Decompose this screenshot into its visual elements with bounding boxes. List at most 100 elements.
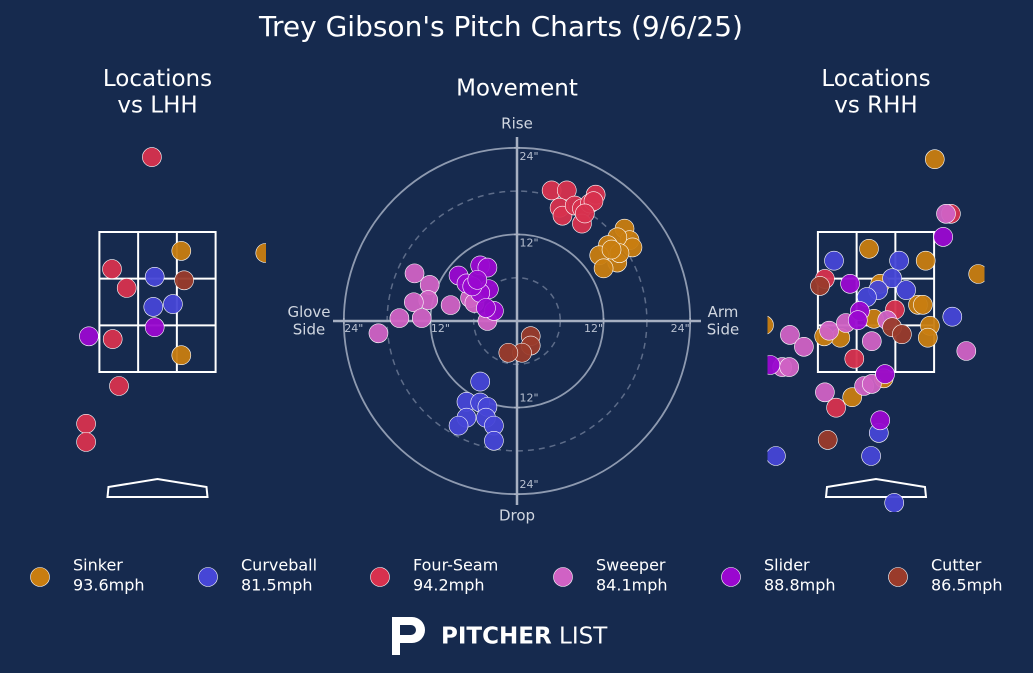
pitch-point: [448, 415, 469, 436]
panel-title: Locations vs LHH: [103, 66, 212, 118]
legend-swatch: [721, 567, 741, 587]
pitch-point: [815, 382, 835, 403]
pitch-point: [102, 259, 122, 279]
legend-speed: 86.5mph: [931, 576, 1003, 595]
pitch-point: [142, 147, 162, 167]
points: [368, 180, 643, 451]
legend-name: Sweeper: [596, 556, 666, 575]
legend-speed: 84.1mph: [596, 576, 668, 595]
pitch-point: [913, 294, 933, 315]
legend-swatch: [370, 567, 390, 587]
pitch-point: [794, 336, 814, 357]
pitch-point: [593, 258, 614, 279]
pitch-point: [144, 317, 165, 338]
pitch-point: [780, 325, 800, 345]
x-tick-label: 12": [584, 322, 603, 335]
pitch-point: [892, 324, 912, 345]
pitch-point: [889, 250, 909, 271]
legend-speed: 81.5mph: [241, 576, 313, 595]
legend-name: Slider: [764, 556, 810, 575]
pitch-point: [411, 308, 432, 328]
pitch-point: [368, 323, 389, 344]
legend-name: Sinker: [73, 556, 123, 575]
points: [76, 147, 266, 452]
legend-speed: 94.2mph: [413, 576, 485, 595]
logo: [392, 617, 425, 655]
pitch-point: [917, 327, 938, 348]
panel-title: Movement: [456, 76, 578, 102]
y-tick-label: 12": [519, 236, 538, 249]
pitch-point: [404, 263, 425, 284]
pitch-point: [484, 430, 504, 451]
pitch-point: [498, 342, 519, 363]
legend-speed: 93.6mph: [73, 576, 145, 595]
axis-label: Rise: [501, 115, 533, 133]
pitch-point: [767, 446, 786, 466]
pitch-point: [102, 329, 123, 349]
pitch-point: [875, 364, 895, 384]
logo-text-bold: PITCHER: [441, 624, 552, 650]
axis-label: Glove Side: [287, 303, 330, 338]
pitch-point: [116, 278, 137, 298]
legend-speed: 88.8mph: [764, 576, 836, 595]
x-tick-label: 24": [671, 322, 690, 335]
pitch-point: [861, 446, 881, 466]
home-plate: [824, 477, 928, 498]
pitch-point: [884, 493, 904, 512]
y-tick-label: 12": [519, 392, 538, 405]
pitch-point: [143, 297, 164, 317]
pitch-point: [859, 239, 879, 259]
pitch-point: [870, 410, 891, 431]
pitch-point: [174, 270, 194, 291]
panel-title: Locations vs RHH: [821, 66, 930, 118]
pitch-point: [575, 203, 595, 224]
legend-name: Cutter: [931, 556, 982, 575]
pitch-point: [915, 250, 936, 271]
pitch-point: [470, 371, 491, 392]
pitch-point: [861, 374, 882, 394]
pitch-point: [824, 250, 844, 271]
y-tick-label: 24": [519, 478, 538, 491]
legend-swatch: [30, 567, 50, 587]
legend-swatch: [198, 567, 218, 587]
pitch-point: [819, 320, 839, 341]
chart-title: Trey Gibson's Pitch Charts (9/6/25): [258, 10, 743, 43]
pitch-point: [255, 243, 266, 263]
logo-text: LIST: [559, 624, 608, 650]
pitch-point: [389, 308, 410, 328]
pitch-point: [933, 227, 954, 247]
pitch-point: [936, 204, 956, 224]
x-tick-label: 12": [431, 322, 450, 335]
pitch-point: [109, 376, 129, 396]
pitch-point: [171, 345, 192, 366]
zone-box: [98, 231, 217, 373]
legend-name: Curveball: [241, 556, 317, 575]
pitch-point: [767, 355, 781, 375]
pitch-point: [779, 357, 800, 377]
logo-icon: [392, 617, 425, 655]
pitch-point: [171, 241, 192, 261]
legend-swatch: [553, 567, 573, 587]
legend-swatch: [888, 567, 908, 587]
pitch-point: [840, 273, 860, 294]
pitch-point: [404, 292, 424, 313]
axis-label: Drop: [499, 507, 535, 525]
pitch-point: [847, 310, 868, 331]
pitch-point: [76, 432, 96, 452]
pitch-point: [956, 341, 977, 361]
x-tick-label: 24": [344, 322, 363, 335]
pitch-point: [476, 298, 496, 318]
pitch-point: [76, 413, 96, 434]
y-tick-label: 24": [519, 150, 538, 163]
pitch-point: [924, 149, 945, 169]
pitch-point: [896, 280, 916, 300]
pitch-point: [601, 239, 622, 260]
pitch-point: [79, 326, 99, 347]
pitch-point: [440, 295, 461, 315]
pitch-point: [163, 294, 183, 314]
